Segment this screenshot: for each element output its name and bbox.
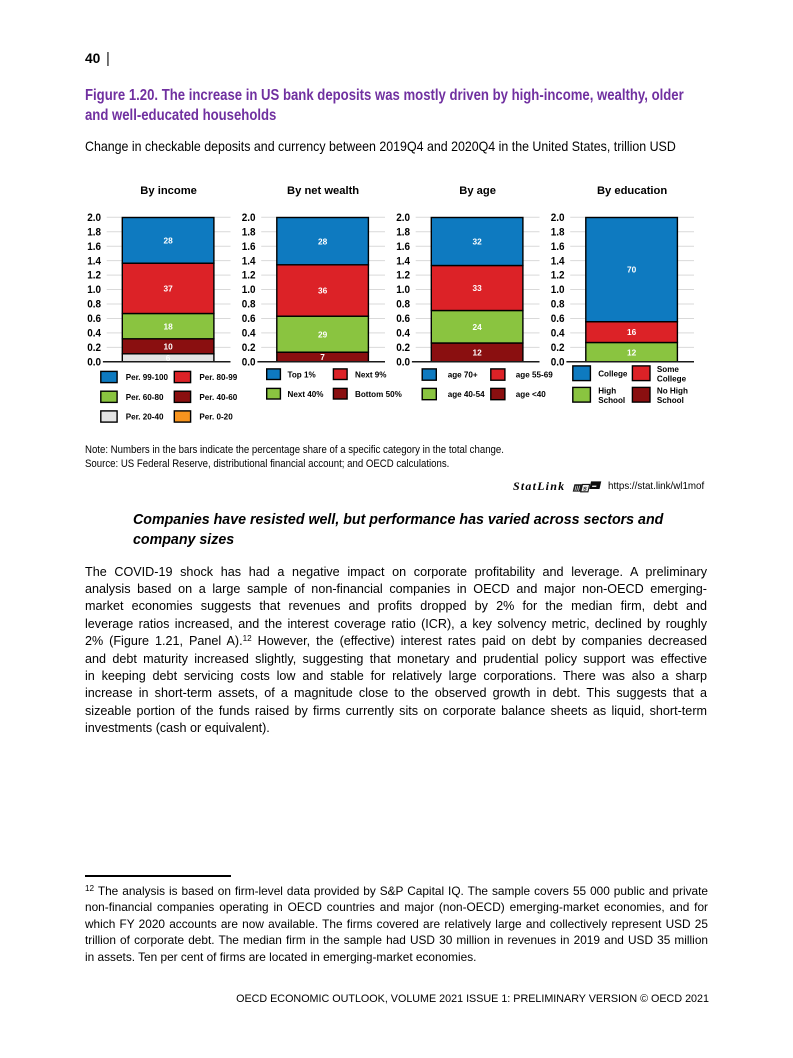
svg-text:Top 1%: Top 1% <box>288 371 316 380</box>
svg-text:Per. 40-60: Per. 40-60 <box>199 393 237 402</box>
svg-text:2.0: 2.0 <box>551 212 565 224</box>
svg-text:By age: By age <box>459 185 496 197</box>
svg-text:Bottom 50%: Bottom 50% <box>355 390 402 399</box>
svg-text:0.8: 0.8 <box>242 299 256 311</box>
svg-text:0.6: 0.6 <box>396 313 410 325</box>
svg-text:0.4: 0.4 <box>551 328 566 340</box>
svg-text:29: 29 <box>318 329 328 339</box>
svg-text:0.2: 0.2 <box>396 342 410 354</box>
svg-text:1.8: 1.8 <box>242 226 256 238</box>
svg-text:1.4: 1.4 <box>551 255 566 267</box>
svg-text:Per. 80-99: Per. 80-99 <box>199 373 237 382</box>
svg-text:2.0: 2.0 <box>242 212 256 224</box>
svg-text:1.2: 1.2 <box>396 270 410 282</box>
svg-text:Some: Some <box>657 365 680 374</box>
svg-text:0.6: 0.6 <box>87 313 101 325</box>
svg-text:12: 12 <box>472 348 482 358</box>
svg-text:1.2: 1.2 <box>242 270 256 282</box>
svg-text:School: School <box>598 396 625 405</box>
svg-text:1.8: 1.8 <box>551 226 565 238</box>
svg-text:High: High <box>598 387 616 396</box>
svg-text:33: 33 <box>472 283 482 293</box>
svg-text:College: College <box>598 370 628 379</box>
svg-text:0.0: 0.0 <box>551 356 565 368</box>
svg-text:37: 37 <box>163 283 173 293</box>
svg-text:0.2: 0.2 <box>87 342 101 354</box>
svg-text:1.0: 1.0 <box>242 284 256 296</box>
svg-text:0.0: 0.0 <box>396 356 410 368</box>
svg-text:0.6: 0.6 <box>242 313 256 325</box>
svg-text:28: 28 <box>163 235 173 245</box>
svg-text:1.6: 1.6 <box>551 241 565 253</box>
svg-text:1.0: 1.0 <box>396 284 410 296</box>
svg-text:0.0: 0.0 <box>242 356 256 368</box>
svg-text:6: 6 <box>166 353 171 363</box>
svg-text:age 70+: age 70+ <box>448 371 478 380</box>
svg-text:2.0: 2.0 <box>396 212 410 224</box>
svg-text:0.4: 0.4 <box>87 328 102 340</box>
svg-text:0.4: 0.4 <box>242 328 257 340</box>
svg-text:By net wealth: By net wealth <box>287 185 359 197</box>
svg-text:1.0: 1.0 <box>87 284 101 296</box>
svg-text:12: 12 <box>627 347 637 357</box>
svg-text:70: 70 <box>627 265 637 275</box>
svg-text:1.6: 1.6 <box>242 241 256 253</box>
svg-text:College: College <box>657 374 687 383</box>
svg-text:1.6: 1.6 <box>396 241 410 253</box>
svg-text:1.4: 1.4 <box>87 255 102 267</box>
svg-text:7: 7 <box>320 352 325 362</box>
svg-text:Per. 0-20: Per. 0-20 <box>199 413 233 422</box>
svg-text:0.2: 0.2 <box>551 342 565 354</box>
svg-text:age 40-54: age 40-54 <box>448 390 485 399</box>
svg-text:1.4: 1.4 <box>242 255 257 267</box>
svg-text:0.2: 0.2 <box>242 342 256 354</box>
svg-text:0.8: 0.8 <box>87 299 101 311</box>
svg-text:By income: By income <box>140 185 197 197</box>
svg-text:Per. 99-100: Per. 99-100 <box>126 373 169 382</box>
svg-text:Per. 20-40: Per. 20-40 <box>126 413 164 422</box>
svg-text:Per. 60-80: Per. 60-80 <box>126 393 164 402</box>
svg-text:1.2: 1.2 <box>551 270 565 282</box>
svg-text:0.6: 0.6 <box>551 313 565 325</box>
svg-text:1.2: 1.2 <box>87 270 101 282</box>
svg-text:No High: No High <box>657 387 688 396</box>
svg-text:1.8: 1.8 <box>87 226 101 238</box>
svg-text:10: 10 <box>163 341 173 351</box>
svg-text:age <40: age <40 <box>516 390 546 399</box>
svg-text:s: s <box>582 485 588 493</box>
svg-text:36: 36 <box>318 286 328 296</box>
svg-text:1.0: 1.0 <box>551 284 565 296</box>
svg-text:0.0: 0.0 <box>87 356 101 368</box>
svg-text:16: 16 <box>627 327 637 337</box>
svg-text:Next 9%: Next 9% <box>355 371 387 380</box>
svg-text:1.8: 1.8 <box>396 226 410 238</box>
svg-text:0.4: 0.4 <box>396 328 411 340</box>
svg-text:School: School <box>657 396 684 405</box>
svg-text:By education: By education <box>597 185 667 197</box>
svg-text:18: 18 <box>163 321 173 331</box>
svg-text:28: 28 <box>318 236 328 246</box>
svg-text:1.6: 1.6 <box>87 241 101 253</box>
svg-text:0.8: 0.8 <box>551 299 565 311</box>
svg-text:24: 24 <box>472 322 482 332</box>
svg-text:32: 32 <box>472 237 482 247</box>
svg-text:0.8: 0.8 <box>396 299 410 311</box>
svg-text:2.0: 2.0 <box>87 212 101 224</box>
svg-text:age 55-69: age 55-69 <box>516 371 553 380</box>
svg-text:Next 40%: Next 40% <box>288 390 324 399</box>
svg-text:1.4: 1.4 <box>396 255 411 267</box>
